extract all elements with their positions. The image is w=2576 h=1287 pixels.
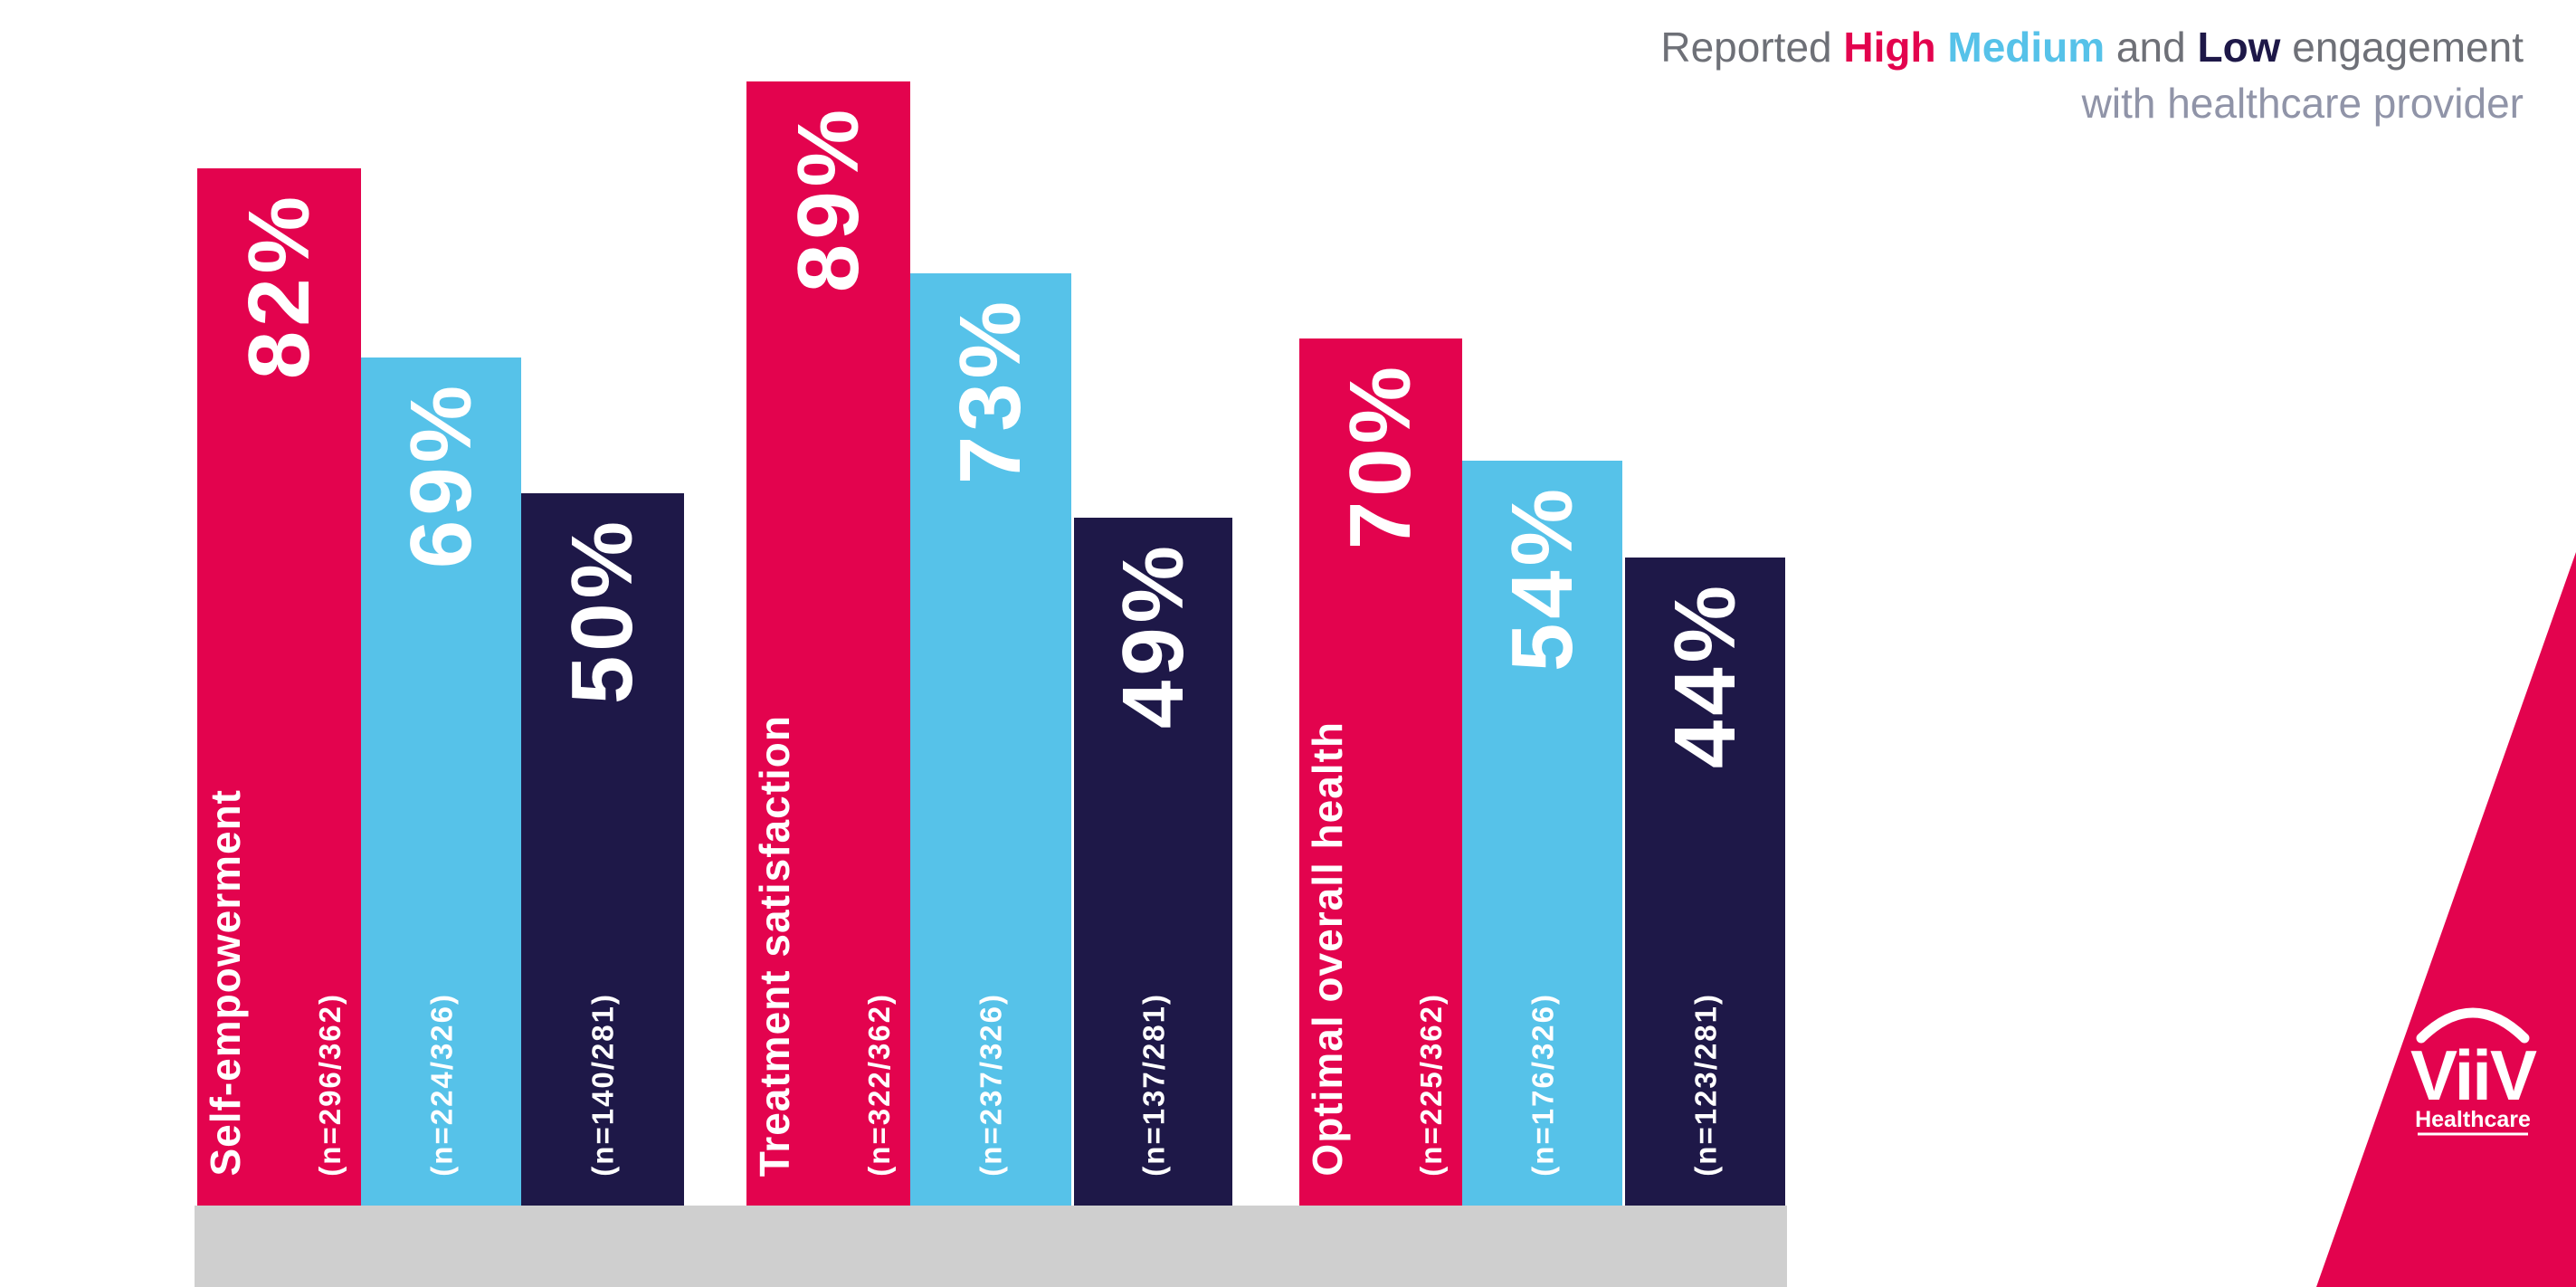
title-segment-medium: Medium (1947, 24, 2105, 71)
title-segment-engagement: engagement (2280, 24, 2524, 71)
chart-title-line1: Reported High Medium and Low engagement (1660, 24, 2524, 71)
chart-title-line2: with healthcare provider (2081, 79, 2524, 127)
n-label-low-treatment-satisfaction: (n=137/281) (1136, 993, 1170, 1177)
bar-high-optimal-overall-health: 70% Optimal overall health (n=225/362) (1299, 338, 1462, 1206)
n-label-medium-self-empowerment: (n=224/326) (424, 993, 458, 1177)
title-segment-reported: Reported (1660, 24, 1844, 71)
baseline-strip (195, 1206, 1787, 1287)
value-label-low-treatment-satisfaction: 49% (1104, 541, 1202, 729)
value-label-high-self-empowerment: 82% (230, 192, 328, 380)
n-label-high-self-empowerment: (n=296/362) (313, 993, 347, 1177)
category-label-optimal-overall-health: Optimal overall health (1304, 721, 1351, 1177)
bar-high-treatment-satisfaction: 89% Treatment satisfaction (n=322/362) (746, 81, 910, 1206)
n-label-low-self-empowerment: (n=140/281) (585, 993, 620, 1177)
value-label-high-optimal-overall-health: 70% (1332, 362, 1429, 550)
viiv-healthcare-logo: ViiV Healthcare (2396, 982, 2550, 1145)
bar-high-self-empowerment: 82% Self-empowerment (n=296/362) (197, 168, 361, 1206)
title-segment-space (1936, 24, 1948, 71)
value-label-low-self-empowerment: 50% (554, 517, 651, 705)
value-label-low-optimal-overall-health: 44% (1656, 581, 1754, 769)
category-label-treatment-satisfaction: Treatment satisfaction (751, 714, 798, 1177)
n-label-high-optimal-overall-health: (n=225/362) (1414, 993, 1448, 1177)
bar-low-self-empowerment: 50% (n=140/281) (521, 493, 684, 1206)
value-label-medium-optimal-overall-health: 54% (1493, 484, 1591, 672)
n-label-medium-optimal-overall-health: (n=176/326) (1526, 993, 1559, 1177)
n-label-low-optimal-overall-health: (n=123/281) (1688, 993, 1722, 1177)
value-label-medium-treatment-satisfaction: 73% (942, 297, 1039, 485)
bar-low-optimal-overall-health: 44% (n=123/281) (1625, 558, 1785, 1206)
title-segment-low: Low (2197, 24, 2281, 71)
value-label-high-treatment-satisfaction: 89% (779, 105, 877, 293)
viiv-logo-graphic: ViiV Healthcare (2410, 1007, 2539, 1136)
n-label-high-treatment-satisfaction: (n=322/362) (862, 993, 896, 1177)
corner-triangle (2316, 552, 2576, 1287)
value-label-medium-self-empowerment: 69% (392, 381, 490, 569)
bar-medium-optimal-overall-health: 54% (n=176/326) (1462, 461, 1622, 1206)
bar-medium-self-empowerment: 69% (n=224/326) (361, 358, 521, 1206)
title-segment-high: High (1843, 24, 1936, 71)
chart-title: Reported High Medium and Low engagement … (1660, 20, 2524, 131)
viiv-logo-sub-text: Healthcare (2415, 1107, 2531, 1132)
category-label-self-empowerment: Self-empowerment (202, 789, 249, 1177)
viiv-logo-brand-text: ViiV (2410, 1035, 2537, 1115)
n-label-medium-treatment-satisfaction: (n=237/326) (974, 993, 1008, 1177)
viiv-logo-arc (2416, 1007, 2530, 1044)
bar-low-treatment-satisfaction: 49% (n=137/281) (1074, 518, 1232, 1206)
title-segment-and: and (2105, 24, 2198, 71)
bar-medium-treatment-satisfaction: 73% (n=237/326) (910, 273, 1071, 1206)
